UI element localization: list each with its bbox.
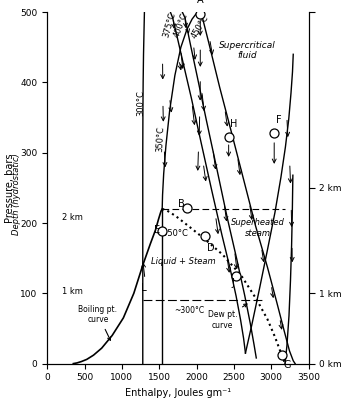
Text: E: E [154,225,160,235]
Text: Superheated
steam: Superheated steam [231,218,285,238]
Text: Depth (hydrostatic): Depth (hydrostatic) [12,153,21,235]
Text: Supercritical
fluid: Supercritical fluid [219,41,276,61]
Text: ~350°C: ~350°C [155,229,188,238]
Text: 375°C: 375°C [161,11,177,38]
Text: J: J [232,278,234,288]
Text: 350°C: 350°C [155,126,166,152]
Text: B: B [179,199,185,209]
Text: A: A [197,0,204,5]
Text: Liquid + Steam: Liquid + Steam [151,257,215,266]
Text: L: L [141,283,147,293]
Text: 2 km: 2 km [62,213,83,222]
Text: ~300°C: ~300°C [174,306,204,315]
Text: 1 km: 1 km [62,287,83,296]
Text: 300°C: 300°C [136,90,146,116]
X-axis label: Enthalpy, Joules gm⁻¹: Enthalpy, Joules gm⁻¹ [125,388,231,398]
Text: 400°C: 400°C [172,11,190,38]
Text: F: F [276,115,282,124]
Y-axis label: Pressure, bars: Pressure, bars [5,153,15,223]
Text: Dew pt.
curve: Dew pt. curve [208,304,247,330]
Text: H: H [230,119,237,129]
Text: D: D [207,243,215,252]
Text: 450°C: 450°C [189,13,210,40]
Text: G: G [284,360,291,370]
Text: Boiling pt.
curve: Boiling pt. curve [78,305,118,340]
